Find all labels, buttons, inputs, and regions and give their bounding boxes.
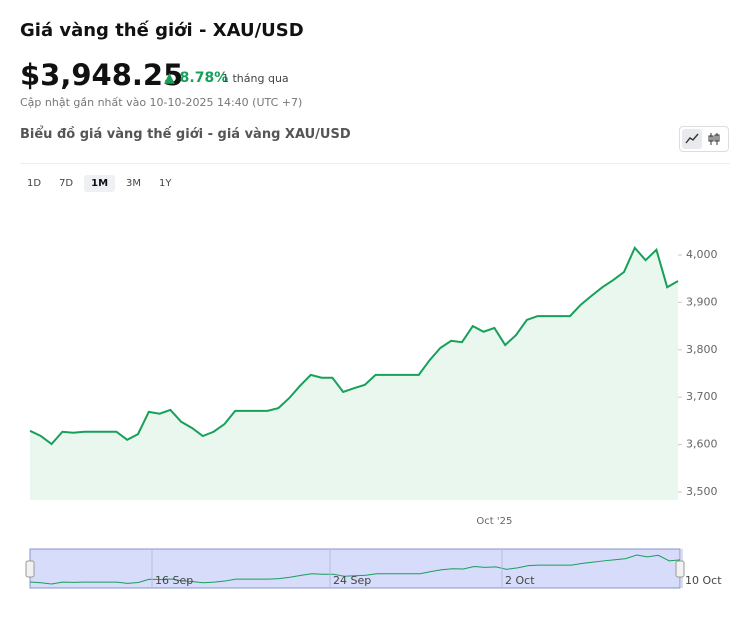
navigator-handle[interactable]	[25, 560, 35, 578]
range-tab[interactable]: 1M	[84, 175, 116, 192]
chart-type-toggle[interactable]	[679, 126, 729, 152]
navigator-label: 2 Oct	[505, 574, 535, 587]
range-tab[interactable]: 7D	[59, 178, 74, 189]
navigator-label: 10 Oct	[685, 574, 722, 587]
navigator	[29, 548, 681, 589]
price: $3,948.25	[20, 58, 184, 92]
navigator-handle[interactable]	[675, 560, 685, 578]
y-tick-label: 3,800	[686, 343, 718, 356]
updated: Cập nhật gần nhất vào 10-10-2025 14:40 (…	[20, 96, 303, 109]
change-value: 8.78%	[179, 70, 229, 86]
title: Giá vàng thế giới - XAU/USD	[20, 20, 304, 41]
range-tab[interactable]: 1D	[27, 178, 42, 189]
tabs: 1D 7D 1M 3M 1Y	[20, 175, 179, 192]
x-tick-label: Oct '25	[476, 516, 512, 527]
chart-heading: Biểu đồ giá vàng thế giới - giá vàng XAU…	[20, 127, 351, 142]
price-line	[29, 246, 679, 446]
area	[30, 247, 678, 500]
y-tick-label: 3,700	[686, 390, 718, 403]
period: 1 tháng qua	[222, 72, 289, 85]
navigator-label: 24 Sep	[333, 574, 371, 587]
range-tab[interactable]: 3M	[126, 178, 142, 189]
y-tick-label: 3,900	[686, 295, 718, 308]
navigator-line	[29, 554, 681, 585]
y-tick-label: 3,600	[686, 438, 718, 451]
navigator-label: 16 Sep	[155, 574, 193, 587]
y-tick-label: 3,500	[686, 485, 718, 498]
change: ▲ 8.78%	[164, 70, 229, 86]
y-tick-label: 4,000	[686, 248, 718, 261]
range-tab[interactable]: 1Y	[159, 178, 172, 189]
